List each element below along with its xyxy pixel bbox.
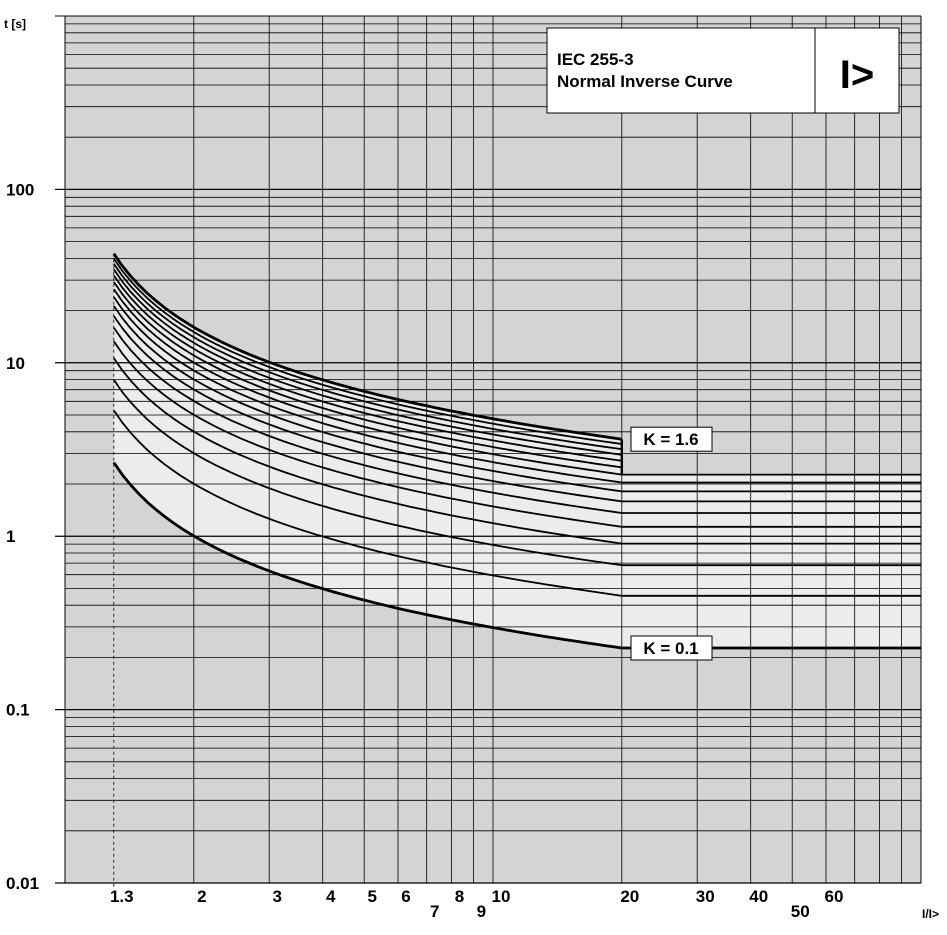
y-axis-label: t [s] — [4, 17, 26, 31]
x-tick-label: 50 — [791, 902, 810, 921]
x-tick-label: 20 — [620, 887, 639, 906]
k-curve-1.4 — [113, 263, 622, 451]
k-annotation-box — [630, 426, 713, 452]
k-curve-0.4 — [113, 357, 921, 545]
k-curve-0.8 — [113, 305, 921, 493]
x-tick-labels: 1.3 2 3 4 5 6 789 10 20 30 40 50 60 — [110, 887, 843, 921]
k-curve-1.2 — [113, 274, 622, 462]
y-tick-labels: t [s] 100 10 1 0.1 0.01 — [4, 17, 39, 893]
k-curve-0.1 — [112, 461, 921, 650]
y-tick-label: 0.1 — [6, 701, 30, 720]
x-tick-label: 5 — [367, 887, 376, 906]
k-annotation: K = 1.6 — [630, 426, 713, 452]
k-curve-1.1 — [113, 281, 622, 469]
x-tick-label: 6 — [401, 887, 410, 906]
horizontal-gridlines — [55, 15, 921, 884]
k-curve-1.6 — [112, 252, 622, 441]
k-curve-0.7 — [113, 315, 921, 503]
k-curve-0.5 — [113, 340, 921, 528]
k-curve-0.3 — [113, 379, 921, 567]
y-tick-label: 10 — [6, 354, 25, 373]
k-annotation-label: K = 0.1 — [643, 639, 698, 658]
k-curve-0.6 — [113, 327, 921, 514]
x-tick-label: 9 — [477, 902, 486, 921]
x-tick-label: 60 — [825, 887, 844, 906]
x-tick-label: 10 — [492, 887, 511, 906]
y-tick-label: 100 — [6, 180, 34, 199]
title-box: IEC 255-3 Normal Inverse Curve I> — [546, 27, 900, 114]
x-tick-label: 8 — [455, 887, 464, 906]
k-curve-1.5 — [113, 258, 622, 445]
title-box-frame — [546, 27, 900, 114]
chart-subtitle: Normal Inverse Curve — [557, 72, 733, 91]
k-annotations: K = 1.6 K = 0.1 — [630, 426, 713, 661]
y-tick-label: 0.01 — [6, 874, 39, 893]
k-curve-0.2 — [113, 409, 921, 597]
x-tick-label: 30 — [696, 887, 715, 906]
x-tick-label: 4 — [326, 887, 336, 906]
x-tick-label: 3 — [272, 887, 281, 906]
k-annotation: K = 0.1 — [630, 635, 713, 661]
x-tick-label: 1.3 — [110, 887, 134, 906]
x-tick-label: 2 — [197, 887, 206, 906]
x-tick-label: 7 — [430, 902, 439, 921]
x-axis-label: I/I> — [922, 907, 939, 921]
chart-title: IEC 255-3 — [557, 50, 634, 69]
y-tick-label: 1 — [6, 527, 15, 546]
x-tick-label: 40 — [749, 887, 768, 906]
k-curve-1 — [113, 288, 921, 476]
k-annotation-box — [630, 635, 713, 661]
k-curves — [112, 252, 921, 650]
k-curve-1.3 — [113, 268, 622, 456]
k-annotation-label: K = 1.6 — [643, 430, 698, 449]
overcurrent-symbol: I> — [840, 53, 874, 97]
k-curve-0.9 — [113, 296, 921, 484]
